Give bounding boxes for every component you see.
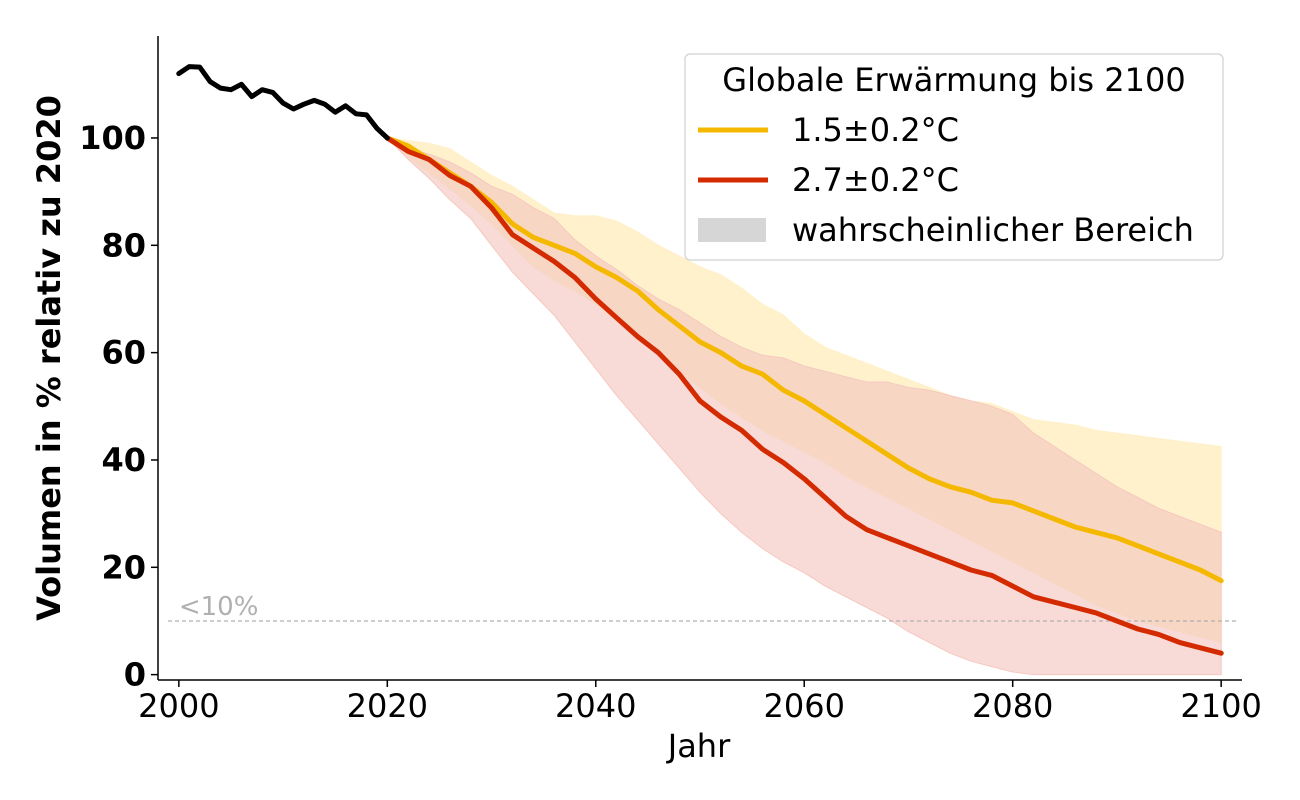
y-tick-label: 40 [101,441,146,479]
legend: Globale Erwärmung bis 2100 1.5±0.2°C 2.7… [684,53,1224,261]
reference-line-label: <10% [179,592,259,622]
band-2-7 [386,137,1222,676]
reference-line-group: <10% [168,592,1238,622]
legend-label-2-7: 2.7±0.2°C [792,161,959,199]
legend-title: Globale Erwärmung bis 2100 [722,61,1185,99]
legend-label-range: wahrscheinlicher Bereich [792,211,1194,249]
x-tick-label: 2000 [138,687,219,725]
y-axis-label: Volumen in % relativ zu 2020 [30,95,68,621]
y-tick-label: 20 [101,548,146,586]
y-tick-label: 0 [124,656,146,694]
y-tick-label: 80 [101,226,146,264]
axes [157,36,1242,681]
series-line-2-7 [384,135,1224,656]
legend-frame [684,53,1224,261]
x-tick-label: 2100 [1180,687,1261,725]
x-axis-label: Jahr [666,727,731,765]
y-tick-label: 60 [101,334,146,372]
y-tick-label: 100 [79,119,146,157]
legend-label-1-5: 1.5±0.2°C [792,111,959,149]
series-lines [176,64,1224,656]
series-line-1-5 [384,135,1224,584]
x-tick-label: 2040 [555,687,636,725]
observed-line [176,64,390,141]
x-tick-label: 2080 [972,687,1053,725]
legend-swatch-range [698,218,766,242]
x-tick-label: 2060 [764,687,845,725]
x-tick-label: 2020 [347,687,428,725]
